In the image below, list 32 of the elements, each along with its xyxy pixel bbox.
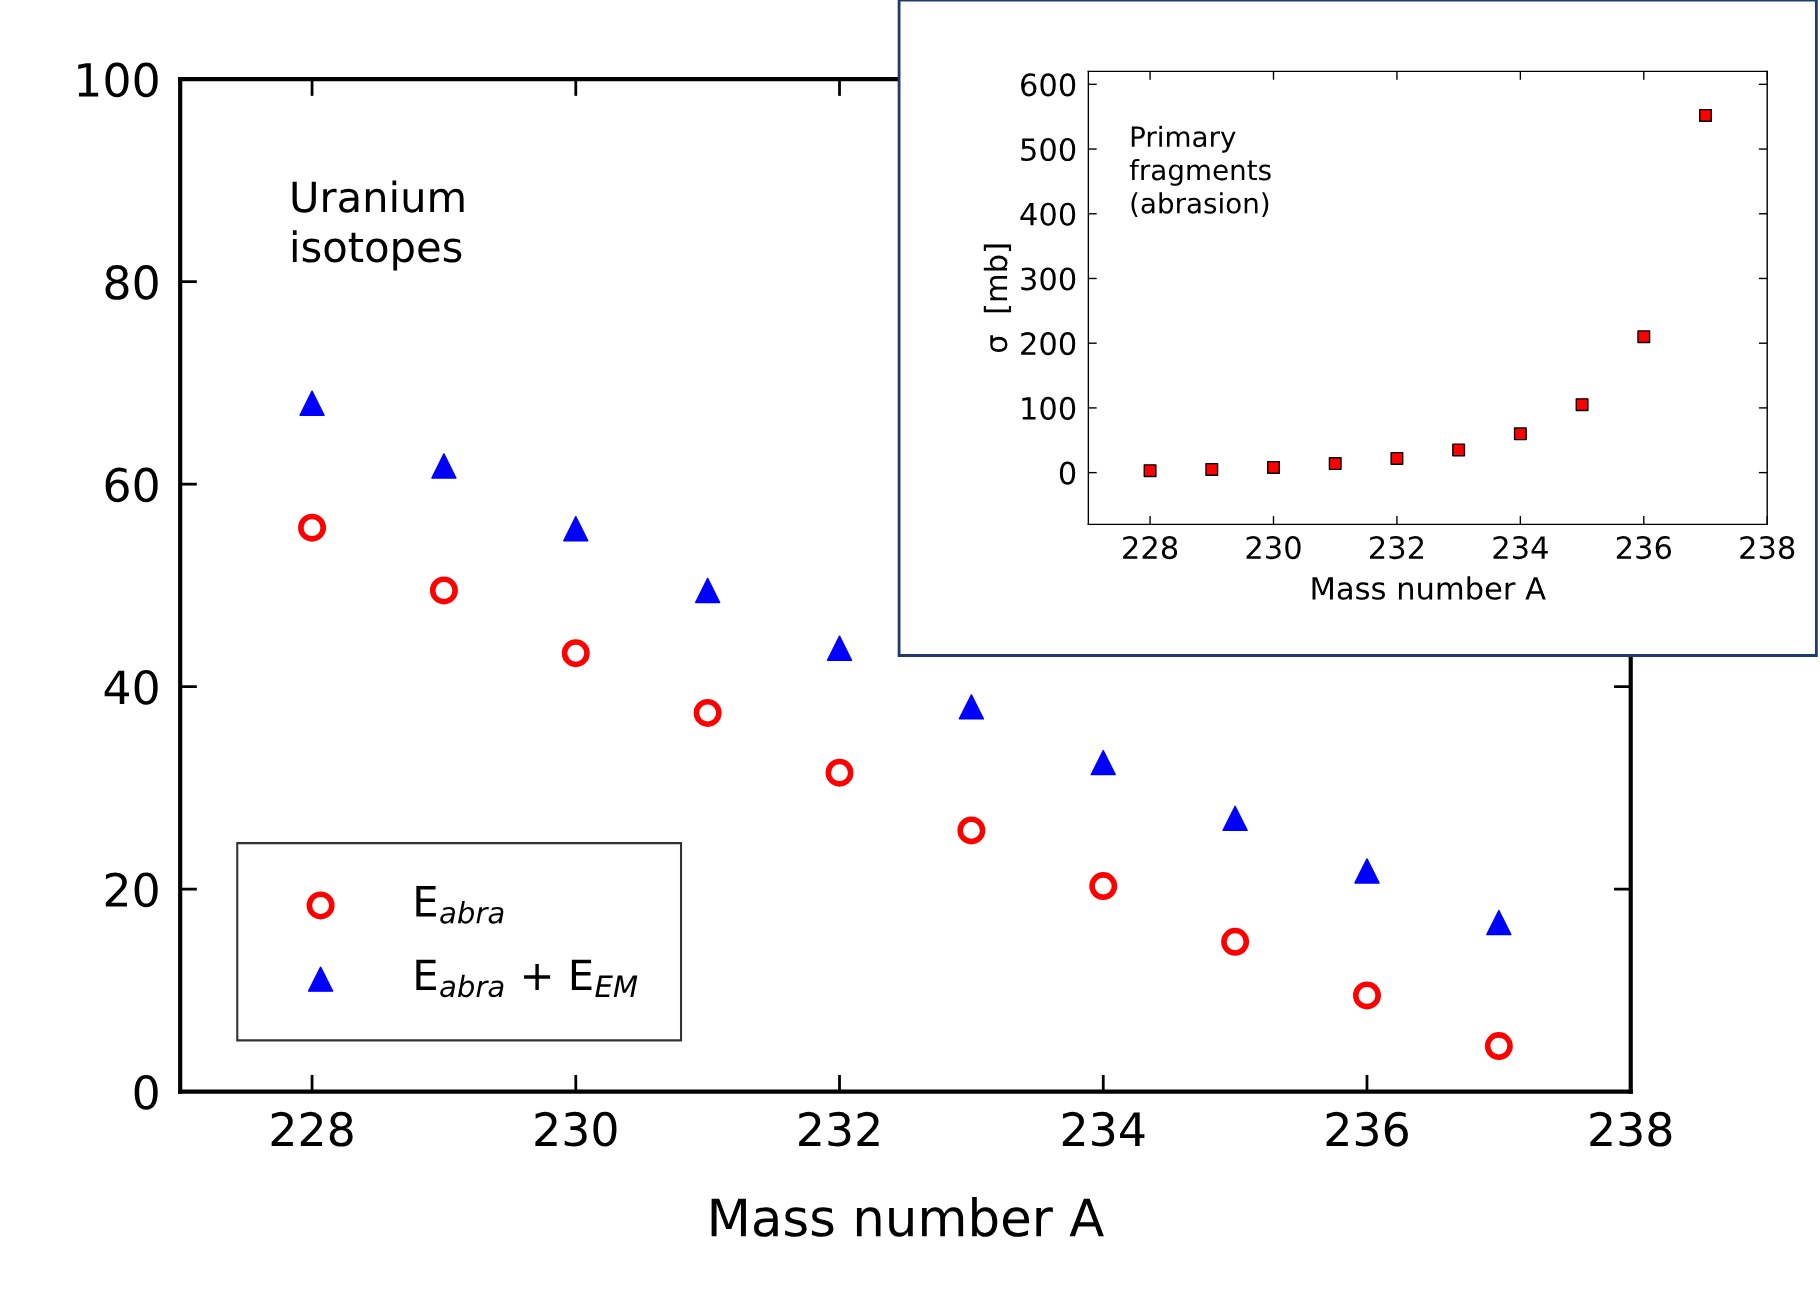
- y-tick-label: 200: [1021, 332, 1076, 356]
- x-tick-label: 234: [1062, 1111, 1145, 1147]
- y-tick-label: 100: [1022, 396, 1076, 420]
- y-tick-label: 40: [104, 670, 158, 705]
- y-tick-label: 0: [1059, 461, 1076, 485]
- y-tick-label: 500: [1021, 137, 1076, 162]
- y-tick-label: 600: [1021, 73, 1076, 97]
- y-axis-title: σ [mb]: [983, 244, 1012, 353]
- x-tick-label: 230: [535, 1111, 617, 1147]
- x-tick-label: 228: [271, 1111, 353, 1147]
- x-axis-title: Mass number A: [1312, 576, 1546, 600]
- y-tick-label: 100: [78, 62, 158, 98]
- x-tick-label: 232: [799, 1111, 879, 1147]
- x-tick-label: 232: [1370, 536, 1424, 560]
- annotation: Uranium isotopes: [292, 180, 464, 271]
- x-tick-label: 230: [1246, 536, 1301, 560]
- x-axis-title: Mass number A: [711, 1197, 1104, 1237]
- y-tick-label: 0: [134, 1075, 158, 1110]
- y-tick-label: 80: [105, 265, 158, 300]
- y-tick-label: 400: [1020, 202, 1076, 226]
- x-tick-label: 238: [1740, 536, 1795, 560]
- legend-label: E$_{abra}$: [416, 886, 504, 924]
- x-tick-label: 234: [1493, 536, 1548, 560]
- x-tick-label: 238: [1590, 1111, 1672, 1147]
- x-tick-label: 228: [1123, 536, 1178, 560]
- y-tick-label: 300: [1021, 267, 1076, 291]
- y-tick-label: 20: [105, 872, 158, 908]
- annotation: Primary fragments (abrasion): [1129, 125, 1271, 217]
- x-tick-label: 236: [1326, 1111, 1408, 1147]
- y-tick-label: 60: [105, 467, 158, 503]
- x-tick-label: 236: [1616, 536, 1672, 560]
- legend-label: E$_{abra}$ + E$_{EM}$: [416, 959, 638, 998]
